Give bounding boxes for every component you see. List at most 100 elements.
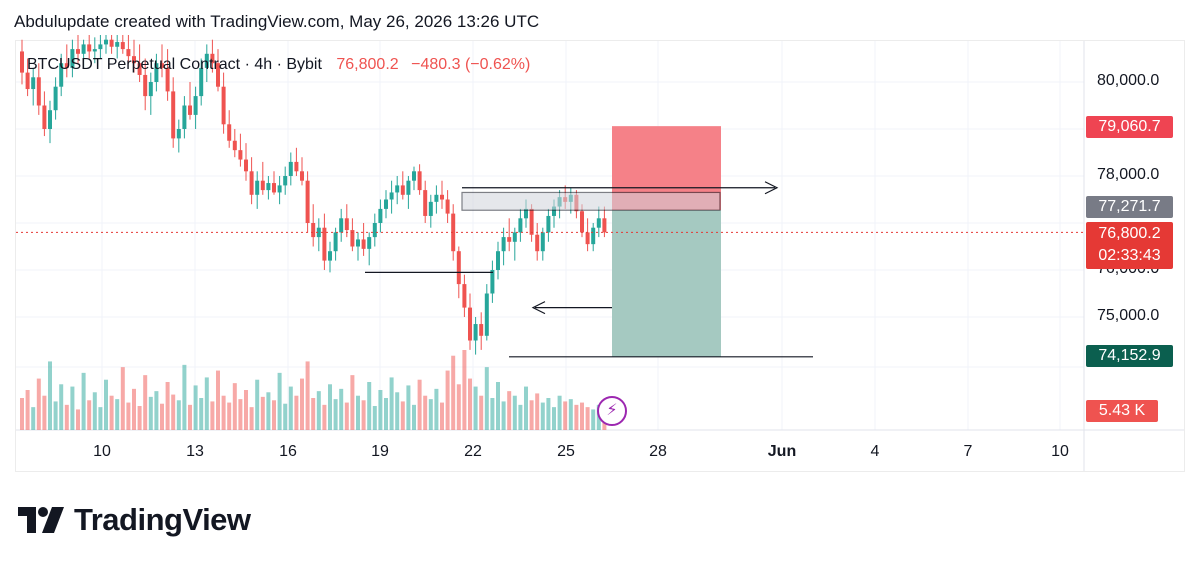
candle-43: [260, 161, 265, 195]
candle-59: [350, 218, 355, 252]
candle-27: [171, 77, 176, 148]
volume-bar-10: [76, 409, 80, 430]
x-tick-10: 10: [93, 443, 111, 460]
volume-bar-59: [350, 375, 355, 430]
volume-bars: [20, 350, 607, 430]
candle-body-74: [434, 194, 439, 202]
candles: [20, 35, 607, 355]
candle-47: [283, 166, 288, 195]
volume-bar-66: [389, 377, 394, 430]
candle-body-104: [602, 218, 607, 233]
x-tick-28: 28: [649, 443, 667, 460]
candle-50: [300, 157, 304, 186]
volume-bar-90: [524, 386, 528, 430]
candle-63: [372, 213, 377, 247]
symbol-label: BTCUSDT Perpetual Contract · 4h · Bybit: [27, 56, 322, 73]
candle-body-65: [384, 199, 388, 209]
candle-51: [305, 171, 310, 233]
volume-bar-52: [311, 398, 316, 430]
candle-body-60: [356, 239, 360, 247]
volume-bar-76: [445, 370, 450, 430]
volume-bar-86: [501, 401, 506, 430]
volume-bar-63: [372, 406, 377, 430]
tradingview-logo[interactable]: TradingView: [18, 502, 251, 538]
candle-36: [221, 72, 226, 134]
volume-bar-30: [188, 404, 192, 430]
candle-89: [518, 208, 523, 242]
volume-bar-3: [36, 378, 41, 430]
volume-bar-4: [42, 395, 47, 430]
volume-bar-85: [496, 382, 500, 430]
candle-body-50: [300, 171, 304, 181]
candle-body-102: [591, 227, 596, 245]
volume-bar-33: [204, 377, 209, 430]
volume-bar-73: [428, 399, 433, 430]
volume-bar-48: [288, 386, 293, 430]
candle-55: [328, 241, 332, 273]
lightning-icon[interactable]: ⚡: [597, 396, 627, 426]
candle-body-64: [378, 208, 383, 223]
volume-bar-56: [333, 399, 338, 430]
candle-body-49: [294, 161, 299, 172]
x-tick-10-jun: 10: [1051, 443, 1069, 460]
volume-bar-41: [249, 407, 254, 430]
candle-76: [445, 190, 450, 223]
candle-44: [266, 176, 271, 200]
volume-bar-62: [367, 382, 372, 430]
x-tick-16: 16: [279, 443, 297, 460]
candle-70: [412, 166, 416, 191]
volume-bar-84: [490, 398, 495, 430]
candle-28: [176, 119, 181, 153]
candle-13: [92, 37, 97, 64]
candle-21: [137, 44, 142, 82]
volume-bar-55: [328, 384, 332, 430]
candle-body-12: [87, 44, 92, 52]
candle-body-58: [344, 218, 349, 231]
candle-22: [143, 58, 148, 111]
volume-bar-36: [221, 395, 226, 430]
candle-8: [64, 44, 69, 78]
candle-77: [451, 204, 456, 261]
volume-bar-24: [154, 391, 159, 430]
candle-body-40: [244, 159, 248, 172]
candle-body-80: [468, 307, 472, 341]
volume-bar-89: [518, 404, 523, 430]
volume-bar-67: [395, 392, 400, 430]
volume-bar-77: [451, 355, 456, 430]
candle-72: [423, 180, 428, 223]
candle-body-18: [120, 42, 125, 50]
candle-body-95: [552, 206, 556, 216]
volume-bar-68: [400, 401, 405, 430]
candle-body-31: [193, 96, 198, 115]
volume-bar-64: [378, 390, 383, 430]
volume-bar-54: [322, 404, 327, 430]
volume-bar-32: [199, 398, 204, 430]
volume-bar-40: [244, 390, 248, 430]
volume-bar-82: [479, 395, 484, 430]
target-price-label: 74,152.9: [1086, 345, 1173, 367]
candle-69: [406, 176, 411, 209]
volume-bar-15: [104, 379, 108, 430]
candle-body-35: [216, 63, 220, 87]
chart-pane[interactable]: [15, 40, 1185, 472]
volume-bar-69: [406, 385, 411, 430]
candle-body-92: [535, 234, 540, 252]
candle-37: [227, 110, 232, 148]
y-tick-78000: 78,000.0: [1097, 166, 1160, 183]
volume-bar-53: [316, 391, 321, 430]
candle-104: [602, 206, 607, 238]
candle-26: [165, 49, 170, 101]
candle-41: [249, 157, 254, 205]
candle-body-45: [272, 183, 276, 193]
candle-body-8: [64, 63, 69, 68]
candle-body-87: [507, 237, 512, 242]
position-zones: [612, 126, 721, 357]
candle-62: [367, 232, 372, 266]
volume-bar-97: [563, 401, 568, 430]
volume-bar-95: [552, 407, 556, 430]
volume-bar-47: [283, 403, 288, 430]
candle-body-76: [445, 199, 450, 214]
candle-49: [294, 147, 299, 176]
candle-body-11: [81, 44, 86, 54]
